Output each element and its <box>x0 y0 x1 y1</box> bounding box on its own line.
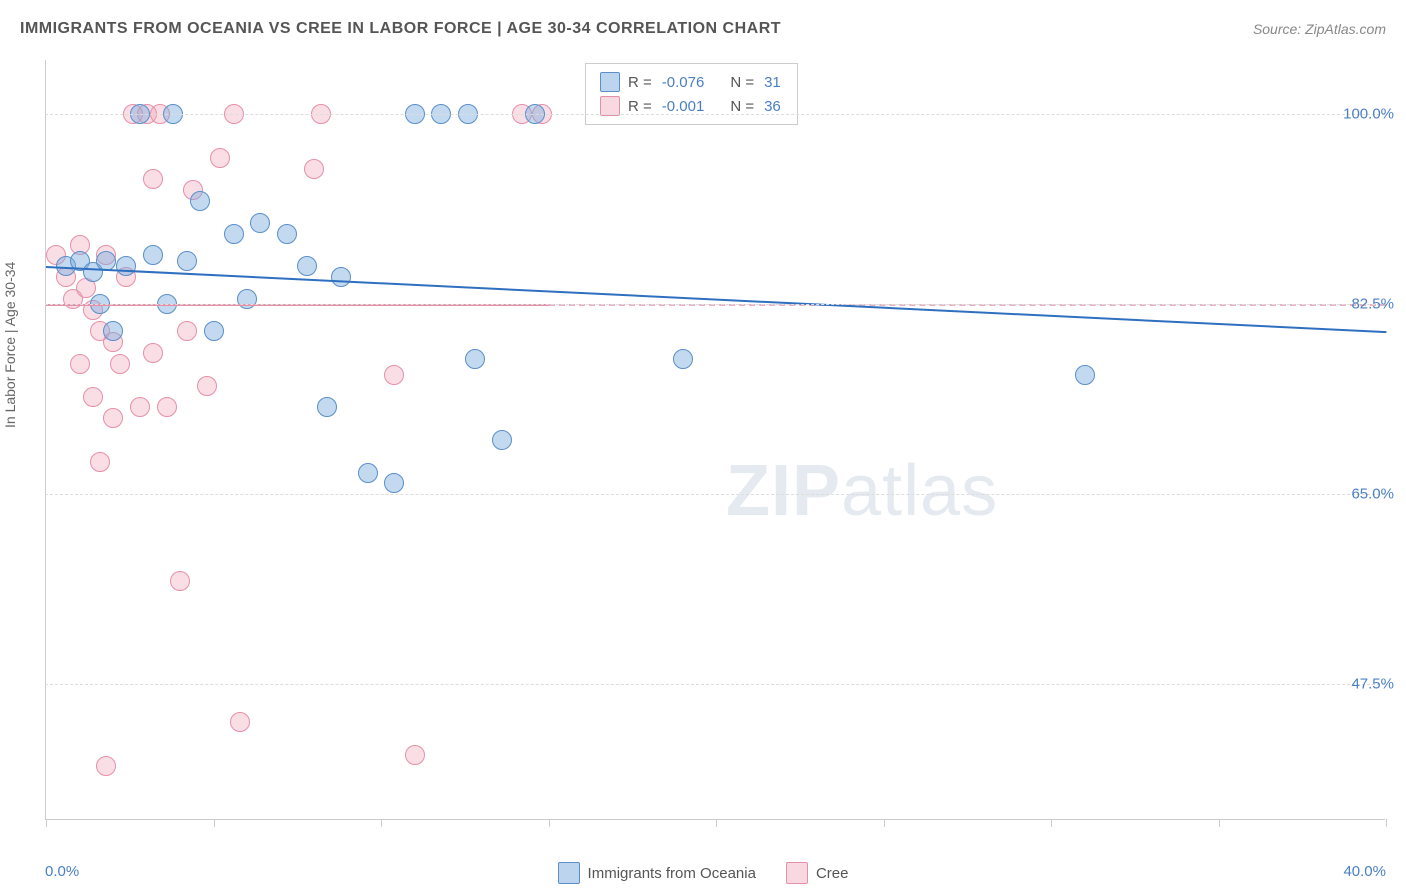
correlation-stat-box: R = -0.076 N = 31 R = -0.001 N = 36 <box>585 63 798 125</box>
pink-point <box>143 343 163 363</box>
y-tick-label: 100.0% <box>1343 106 1394 123</box>
chart-title: IMMIGRANTS FROM OCEANIA VS CREE IN LABOR… <box>20 20 781 38</box>
x-min-label: 0.0% <box>45 863 79 880</box>
pink-point <box>90 452 110 472</box>
gridline <box>45 684 1385 685</box>
x-tick <box>1386 819 1387 827</box>
blue-point <box>250 213 270 233</box>
blue-point <box>190 191 210 211</box>
y-tick-label: 47.5% <box>1351 676 1394 693</box>
chart-plot-area: ZIPatlas <box>45 60 1385 820</box>
blue-point <box>492 430 512 450</box>
stat-swatch-blue <box>600 72 620 92</box>
source-label: Source: ZipAtlas.com <box>1253 21 1386 37</box>
blue-point <box>103 321 123 341</box>
blue-point <box>1075 365 1095 385</box>
pink-point <box>83 387 103 407</box>
stat-row-blue: R = -0.076 N = 31 <box>600 70 783 94</box>
x-tick <box>214 819 215 827</box>
pink-point <box>170 571 190 591</box>
pink-point <box>96 756 116 776</box>
pink-point <box>197 376 217 396</box>
pink-point <box>103 408 123 428</box>
blue-point <box>297 256 317 276</box>
blue-point <box>277 224 297 244</box>
legend-swatch-pink <box>786 862 808 884</box>
blue-point <box>177 251 197 271</box>
pink-point <box>405 745 425 765</box>
blue-point <box>116 256 136 276</box>
gridline <box>45 494 1385 495</box>
watermark: ZIPatlas <box>726 450 998 532</box>
pink-point <box>157 397 177 417</box>
x-tick <box>1051 819 1052 827</box>
pink-point <box>177 321 197 341</box>
blue-point <box>224 224 244 244</box>
stat-swatch-pink <box>600 96 620 116</box>
gridline <box>45 304 1385 305</box>
x-tick <box>381 819 382 827</box>
pink-point <box>143 169 163 189</box>
x-tick <box>884 819 885 827</box>
legend-item-pink: Cree <box>786 862 849 884</box>
pink-point <box>210 148 230 168</box>
legend-label: Cree <box>816 865 849 882</box>
blue-point <box>317 397 337 417</box>
x-tick <box>716 819 717 827</box>
x-tick <box>46 819 47 827</box>
y-axis-label: In Labor Force | Age 30-34 <box>2 262 18 428</box>
pink-point <box>70 354 90 374</box>
x-max-label: 40.0% <box>1343 863 1386 880</box>
blue-point <box>673 349 693 369</box>
pink-point <box>130 397 150 417</box>
legend-item-blue: Immigrants from Oceania <box>558 862 756 884</box>
blue-point <box>384 473 404 493</box>
gridline <box>45 114 1385 115</box>
legend: Immigrants from Oceania Cree <box>0 862 1406 884</box>
y-tick-label: 82.5% <box>1351 296 1394 313</box>
x-tick <box>549 819 550 827</box>
pink-point <box>110 354 130 374</box>
legend-swatch-blue <box>558 862 580 884</box>
legend-label: Immigrants from Oceania <box>588 865 756 882</box>
x-tick <box>1219 819 1220 827</box>
pink-point <box>384 365 404 385</box>
blue-point <box>358 463 378 483</box>
y-tick-label: 65.0% <box>1351 486 1394 503</box>
blue-point <box>465 349 485 369</box>
blue-point <box>143 245 163 265</box>
blue-point <box>204 321 224 341</box>
pink-point <box>230 712 250 732</box>
blue-point <box>331 267 351 287</box>
pink-point <box>304 159 324 179</box>
